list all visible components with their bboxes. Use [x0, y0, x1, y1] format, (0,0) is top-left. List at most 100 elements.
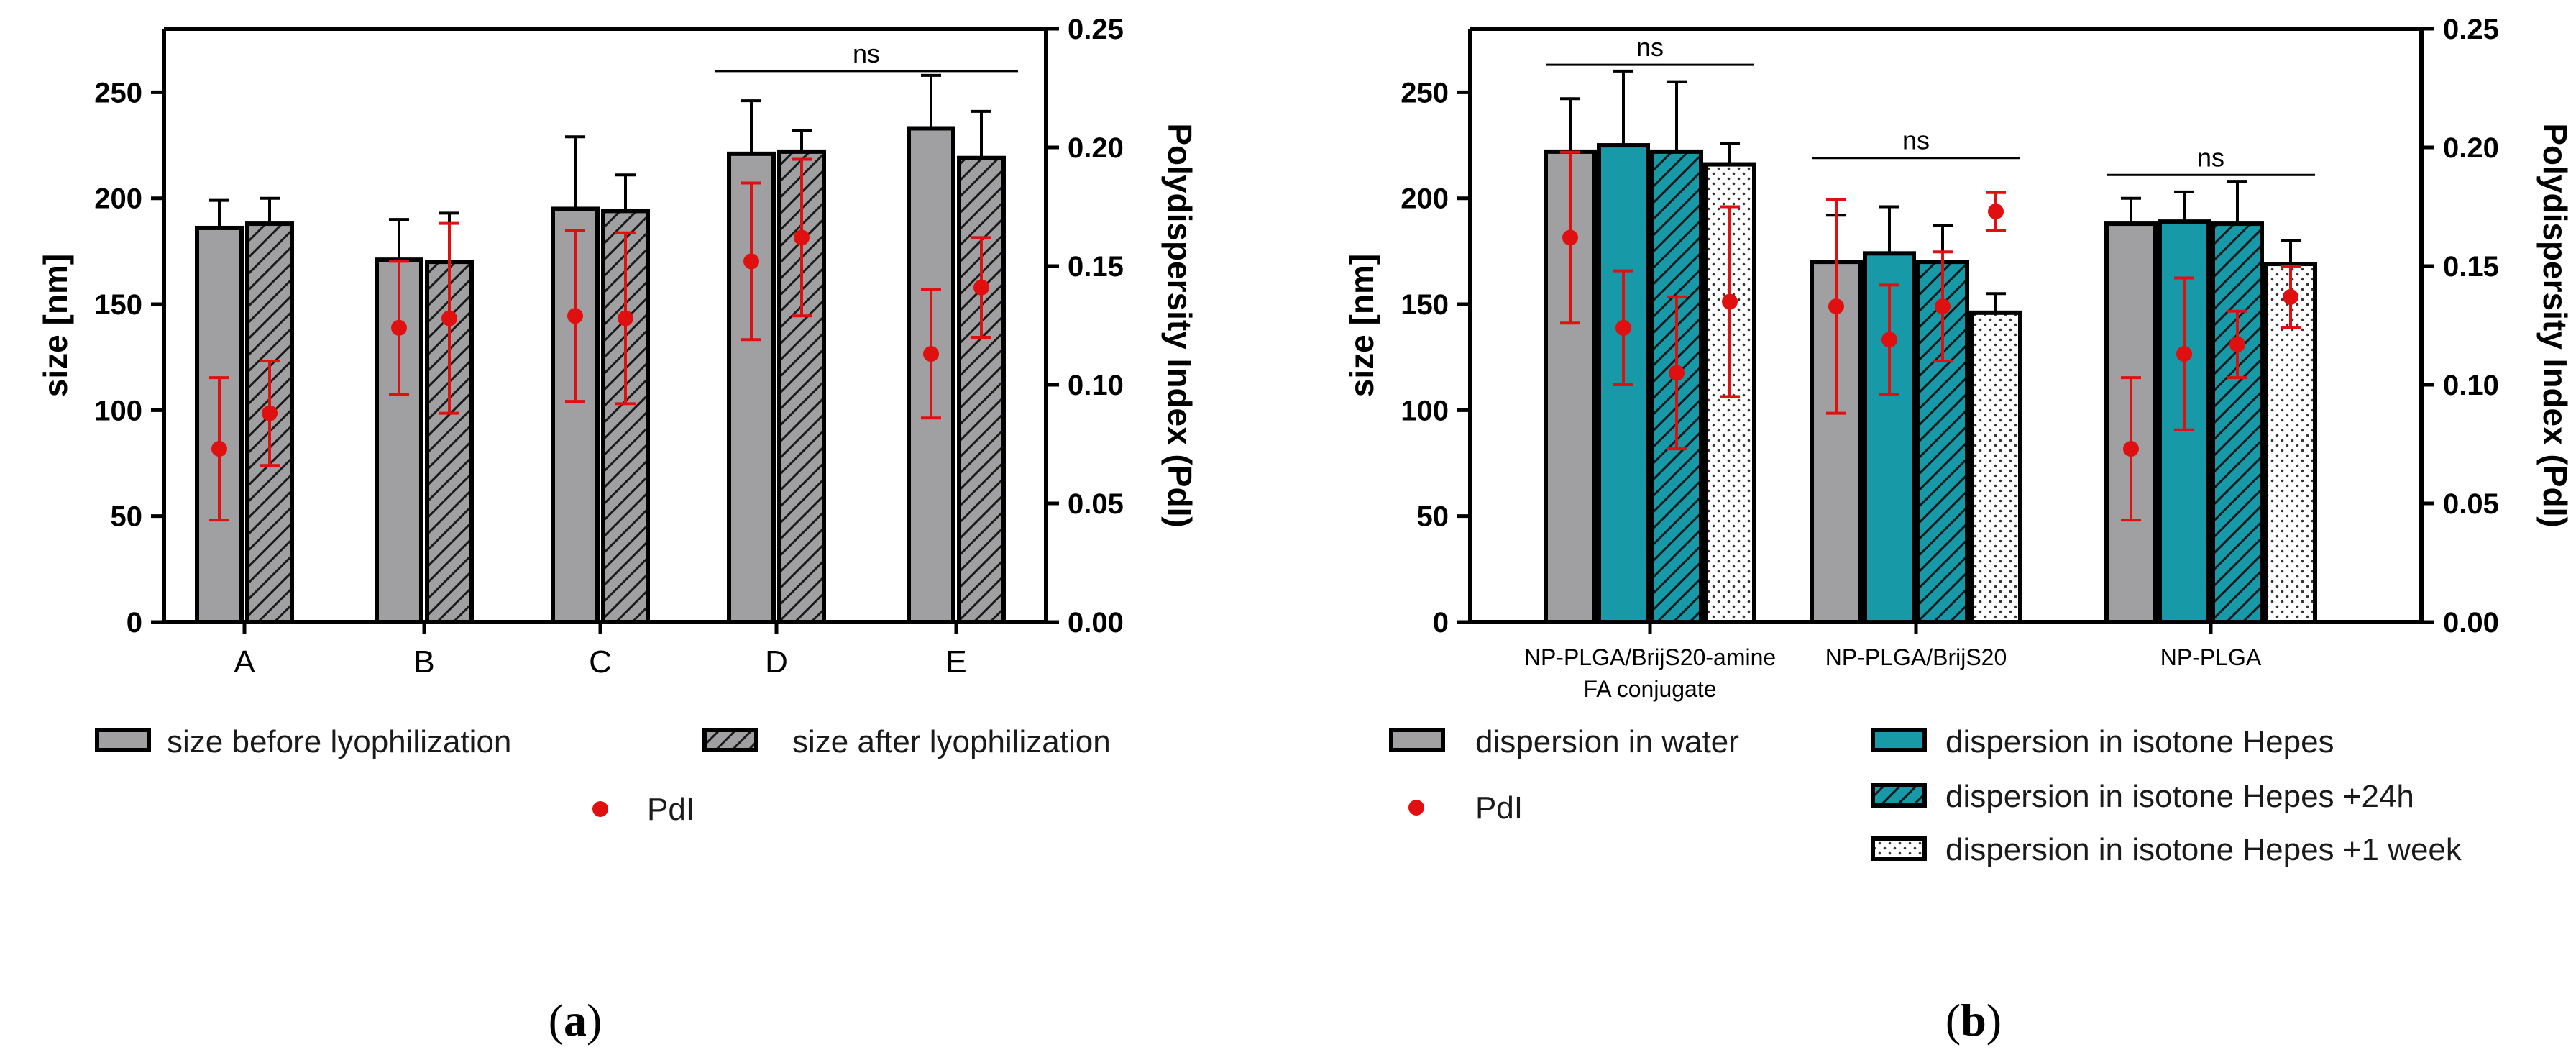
p2-xtick-label-1-0: NP-PLGA/BrijS20	[1825, 644, 2007, 670]
p2-ytick-label-right-4: 0.20	[2443, 132, 2499, 164]
p1-error-bar-1-0	[389, 218, 409, 260]
legend-label-hepes: dispersion in isotone Hepes	[1945, 724, 2334, 759]
p1-ytick-label-right-1: 0.05	[1068, 488, 1124, 520]
p2-error-bar-2-0	[2121, 196, 2141, 224]
legend-swatch-hepes-24h	[1871, 783, 1927, 808]
panel-label-b: (b)	[1945, 995, 2002, 1046]
p1-ylabel-left: size [nm]	[37, 254, 74, 397]
legend-label-water: dispersion in water	[1475, 724, 1739, 759]
legend-marker-pdi-b	[1408, 800, 1424, 816]
p1-ytick-label-left-2: 100	[94, 395, 142, 426]
p1-pdi-point-0	[211, 441, 227, 457]
p1-pdi-point-8	[923, 346, 939, 362]
p1-pdi-point-9	[973, 279, 989, 296]
p2-ytick-label-left-3: 150	[1401, 289, 1449, 321]
p2-ytick-label-left-0: 0	[1433, 607, 1449, 639]
p2-ytick-label-left-2: 100	[1401, 395, 1449, 426]
p1-ytick-label-left-1: 50	[111, 501, 143, 533]
p2-error-bar-1-1	[1879, 205, 1899, 254]
p1-error-bar-2-1	[615, 173, 636, 211]
legend-a: size before lyophilization size after ly…	[95, 724, 1111, 827]
legend-swatch-size-after	[702, 728, 758, 752]
p2-pdi-point-0	[1562, 229, 1578, 246]
p1-xtick-label-3: D	[765, 644, 788, 680]
p2-error-bar-2-2	[2227, 180, 2247, 224]
p1-error-bar-0-1	[260, 196, 280, 224]
p2-pdi-point-6	[1935, 298, 1951, 315]
p1-bar-4-1	[957, 155, 1006, 625]
p2-pdi-point-4	[1828, 298, 1844, 315]
p2-sig-label-2: ns	[2197, 142, 2224, 172]
p1-error-bar-3-0	[741, 99, 761, 154]
p2-sig-label-0: ns	[1636, 32, 1664, 62]
p2-error-bar-0-2	[1667, 80, 1687, 152]
p1-xtick-label-4: E	[945, 644, 966, 680]
legend-swatch-size-before	[95, 728, 151, 752]
p1-error-bar-4-1	[971, 109, 991, 158]
p2-ytick-label-right-1: 0.05	[2443, 488, 2499, 520]
panel-label-a: (a)	[549, 995, 602, 1046]
p2-ytick-label-right-5: 0.25	[2443, 14, 2499, 45]
p2-pdi-point-10	[2229, 336, 2245, 352]
p1-pdi-point-6	[743, 253, 759, 270]
p2-ylabel-left: size [nm]	[1343, 254, 1380, 397]
p1-ytick-label-left-5: 250	[94, 77, 142, 109]
legend-swatch-hepes-1week	[1871, 836, 1927, 861]
p2-error-bar-1-3	[1986, 292, 2006, 313]
legend-label-size-before: size before lyophilization	[167, 724, 511, 759]
p2-error-bar-0-0	[1560, 97, 1580, 152]
p1-ytick-label-right-5: 0.25	[1068, 14, 1124, 45]
legend-b: dispersion in water PdI dispersion in is…	[1389, 724, 2462, 867]
panel-a-chart: 0 50 100 150 200 250 0.00 0.05 0.10 0.15 0.20 0.25 s…	[37, 14, 1198, 680]
p1-pdi-point-4	[567, 308, 583, 324]
p2-pdi-point-8	[2123, 441, 2139, 457]
p2-xtick-label-2-0: NP-PLGA	[2160, 644, 2262, 670]
p1-xtick-label-0: A	[234, 644, 255, 680]
p2-pdi-point-7	[1988, 204, 2004, 220]
p2-ylabel-right: Polydispersity Index (PdI)	[2536, 123, 2574, 527]
panel-b-chart: 0 50 100 150 200 250 0.00 0.05 0.10 0.15 0.20 0.25 s…	[1343, 14, 2574, 702]
p2-ytick-label-right-3: 0.15	[2443, 251, 2499, 283]
p1-error-bar-0-0	[209, 198, 229, 228]
p2-error-bar-0-1	[1613, 69, 1633, 146]
p2-pdi-point-2	[1669, 365, 1685, 381]
p2-sig-label-1: ns	[1902, 126, 1930, 155]
p1-ytick-label-left-4: 200	[94, 183, 142, 215]
p2-pdi-point-9	[2176, 346, 2192, 362]
p2-xtick-label-0-1: FA conjugate	[1583, 676, 1716, 702]
p1-ytick-label-right-3: 0.15	[1068, 251, 1124, 283]
p2-error-bar-2-3	[2281, 239, 2301, 265]
p1-pdi-point-7	[794, 229, 810, 246]
p1-error-bar-2-0	[565, 135, 585, 209]
legend-label-hepes-24h: dispersion in isotone Hepes +24h	[1945, 779, 2414, 814]
p2-pdi-point-3	[1722, 293, 1738, 310]
p1-pdi-point-5	[618, 310, 633, 326]
p2-ytick-label-right-2: 0.10	[2443, 370, 2499, 401]
p1-pdi-point-1	[262, 405, 278, 421]
legend-swatch-water	[1389, 728, 1445, 752]
p1-ytick-label-right-0: 0.00	[1068, 607, 1124, 639]
p2-ytick-label-right-0: 0.00	[2443, 607, 2499, 639]
legend-label-size-after: size after lyophilization	[792, 724, 1111, 759]
legend-label-hepes-1week: dispersion in isotone Hepes +1 week	[1945, 832, 2462, 867]
legend-label-pdi-b: PdI	[1475, 790, 1523, 826]
p2-error-bar-2-1	[2174, 190, 2194, 222]
p2-pdi-point-5	[1881, 332, 1897, 348]
p1-ytick-label-right-4: 0.20	[1068, 132, 1124, 164]
p1-error-bar-4-0	[921, 73, 941, 129]
legend-label-pdi-a: PdI	[647, 792, 695, 827]
p1-xtick-label-1: B	[413, 644, 434, 680]
p2-ytick-label-left-4: 200	[1401, 183, 1449, 215]
p1-xtick-label-2: C	[589, 644, 612, 680]
p1-sig-label-0: ns	[853, 39, 880, 68]
p2-pdi-point-11	[2283, 288, 2298, 305]
p2-ytick-label-left-5: 250	[1401, 77, 1449, 109]
legend-swatch-hepes	[1871, 728, 1927, 752]
p1-ytick-label-left-0: 0	[127, 607, 142, 639]
p1-error-bar-3-1	[792, 129, 812, 152]
p1-pdi-point-2	[391, 319, 407, 336]
p1-ytick-label-left-3: 150	[94, 289, 142, 321]
p1-ytick-label-right-2: 0.10	[1068, 370, 1124, 401]
p1-pdi-point-3	[441, 310, 457, 326]
